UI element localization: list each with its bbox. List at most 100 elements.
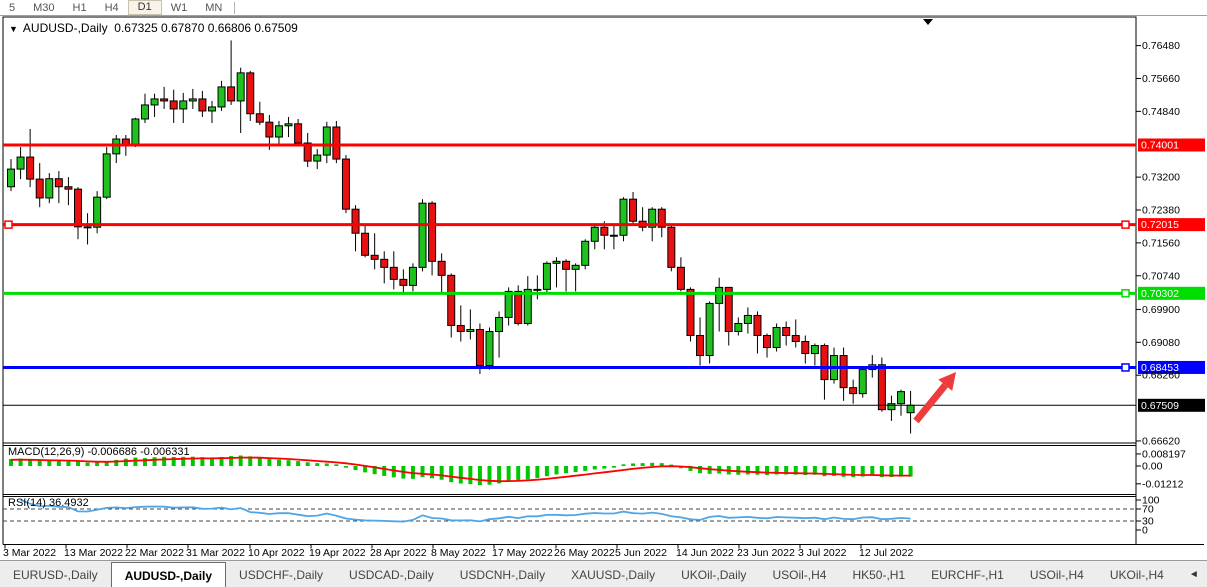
level-price-chip-label: 0.68453 xyxy=(1141,362,1179,374)
date-tick-label: 17 May 2022 xyxy=(492,547,553,559)
trend-arrow-shaft[interactable] xyxy=(913,382,948,424)
candle-body xyxy=(169,100,178,110)
chart-tab-usdcad-daily[interactable]: USDCAD-,Daily xyxy=(349,567,434,582)
candle-body xyxy=(619,198,628,236)
line-handle[interactable] xyxy=(4,220,13,229)
timeframe-button-5[interactable]: 5 xyxy=(9,1,16,14)
candle-body xyxy=(7,168,15,188)
date-tick-label: 23 Jun 2022 xyxy=(737,547,795,559)
price-tick-label: 0.74840 xyxy=(1142,106,1180,118)
chart-tab-ukoil-daily[interactable]: UKOil-,Daily xyxy=(681,567,747,582)
candle-body xyxy=(437,260,446,276)
candle-body xyxy=(734,322,743,332)
date-tick-label: 8 May 2022 xyxy=(431,547,486,559)
candle-body xyxy=(514,290,523,324)
chart-tab-usdcnh-daily[interactable]: USDCNH-,Daily xyxy=(459,567,546,582)
candle-body xyxy=(93,196,102,228)
candle-body xyxy=(35,178,44,199)
date-tick-label: 13 Mar 2022 xyxy=(64,547,123,559)
chevron-down-icon[interactable]: ▼ xyxy=(9,24,18,34)
candle-body xyxy=(686,288,695,336)
candle-body xyxy=(150,98,159,106)
candle-body xyxy=(849,387,858,395)
candle-body xyxy=(73,188,82,228)
candle-body xyxy=(495,316,504,332)
candle-body xyxy=(533,288,542,291)
date-tick-label: 28 Apr 2022 xyxy=(370,547,427,559)
candle-body xyxy=(45,178,54,199)
date-tick-label: 22 Mar 2022 xyxy=(125,547,184,559)
chart-tab-xauusd-daily[interactable]: XAUUSD-,Daily xyxy=(571,567,656,582)
candle-body xyxy=(629,198,638,222)
candle-body xyxy=(380,258,389,268)
macd-axis-label: 0.00 xyxy=(1142,461,1163,473)
price-tick-label: 0.73200 xyxy=(1142,172,1180,184)
timeframe-button-mn[interactable]: MN xyxy=(205,1,223,14)
date-tick-label: 5 Jun 2022 xyxy=(615,547,667,559)
price-chart: 0.74001 0.72015 0.70302 0.68453 0.76480 0.756… xyxy=(2,16,1205,559)
chart-tab-usoil-h4[interactable]: USOil-,H4 xyxy=(1029,567,1084,582)
trend-arrow-head[interactable] xyxy=(938,372,956,391)
candle-body xyxy=(475,328,484,367)
price-tick-label: 0.68260 xyxy=(1142,370,1180,382)
candle-body xyxy=(26,156,35,180)
timeframe-toolbar: 5 M30 H1 H4 D1 W1 MN xyxy=(0,0,1207,16)
candle-body xyxy=(332,126,341,160)
candle-body xyxy=(571,264,580,270)
main-pane xyxy=(2,16,1137,444)
price-tick-label: 0.76480 xyxy=(1142,40,1180,52)
candle-body xyxy=(590,226,599,242)
timeframe-button-h4[interactable]: H4 xyxy=(104,1,119,14)
timeframe-button-d1[interactable]: D1 xyxy=(127,0,162,15)
price-tick-label: 0.72380 xyxy=(1142,204,1180,216)
candle-body xyxy=(227,86,236,102)
candle-body xyxy=(466,328,475,332)
current-price-chip-label: 0.67509 xyxy=(1141,400,1179,412)
candle-body xyxy=(782,326,791,336)
price-tick-label: 0.71560 xyxy=(1142,237,1180,249)
timeframe-button-m30[interactable]: M30 xyxy=(33,1,55,14)
candle-body xyxy=(705,302,714,357)
date-tick-label: 12 Jul 2022 xyxy=(859,547,913,559)
line-handle[interactable] xyxy=(1121,220,1130,229)
rsi-axis-label: 30 xyxy=(1142,516,1154,528)
candle-body xyxy=(322,126,331,156)
level-price-chip-label: 0.74001 xyxy=(1141,140,1179,152)
chart-shift-marker-icon[interactable] xyxy=(923,19,933,25)
line-handle[interactable] xyxy=(1121,363,1130,372)
candle-body xyxy=(810,345,819,355)
chart-tab-eurusd-daily[interactable]: EURUSD-,Daily xyxy=(13,567,98,582)
candle-body xyxy=(676,266,685,290)
tab-scroll-nav: ◄► xyxy=(1177,561,1207,587)
candle-body xyxy=(724,286,733,332)
line-handle[interactable] xyxy=(1121,289,1130,298)
chart-tab-usoil-h4[interactable]: USOil-,H4 xyxy=(772,567,827,582)
candle-body xyxy=(131,118,140,146)
chart-tab-audusd-daily[interactable]: AUDUSD-,Daily xyxy=(110,562,227,587)
candle-body xyxy=(255,113,264,123)
candle-body xyxy=(523,288,532,324)
chart-tab-eurchf-h1[interactable]: EURCHF-,H1 xyxy=(931,567,1004,582)
rsi-axis-label: 70 xyxy=(1142,504,1154,516)
candle-body xyxy=(274,125,283,138)
candle-body xyxy=(198,98,207,112)
candle-body xyxy=(207,106,216,112)
candle-body xyxy=(609,234,618,237)
timeframe-button-w1[interactable]: W1 xyxy=(170,1,188,14)
candle-body xyxy=(456,324,465,332)
level-price-chip xyxy=(1138,138,1205,152)
candle-body xyxy=(313,154,322,162)
chart-tab-hk50-h1[interactable]: HK50-,H1 xyxy=(852,567,906,582)
candle-body xyxy=(351,208,360,234)
candle-body xyxy=(265,121,274,138)
candle-body xyxy=(284,123,293,127)
candle-body xyxy=(399,278,408,286)
chart-tab-ukoil-h4[interactable]: UKOil-,H4 xyxy=(1109,567,1164,582)
candle-body xyxy=(897,391,906,405)
tab-scroll-left-icon[interactable]: ◄ xyxy=(1188,569,1199,580)
date-tick-label: 10 Apr 2022 xyxy=(248,547,305,559)
price-tick-label: 0.75660 xyxy=(1142,73,1180,85)
chart-tab-usdchf-daily[interactable]: USDCHF-,Daily xyxy=(239,567,324,582)
timeframe-button-h1[interactable]: H1 xyxy=(72,1,87,14)
